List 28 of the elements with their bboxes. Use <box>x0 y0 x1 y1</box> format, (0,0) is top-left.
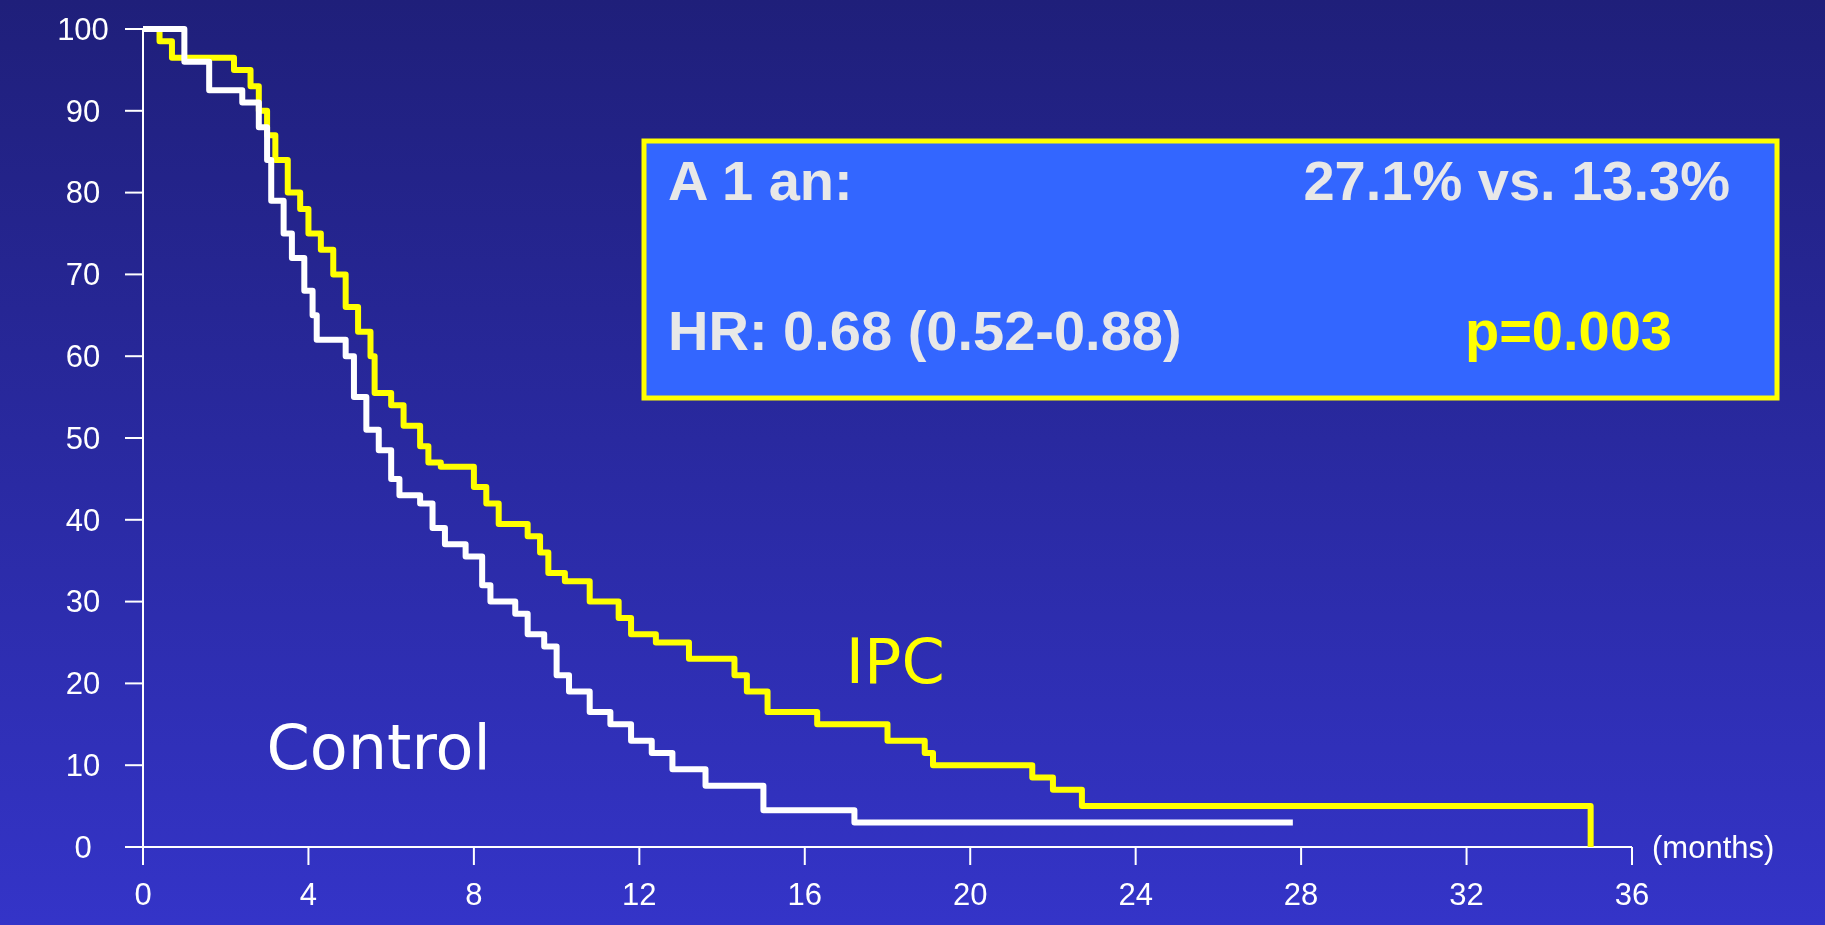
x-tick-label: 8 <box>465 877 483 912</box>
x-tick-label: 16 <box>787 877 823 912</box>
y-tick-label: 80 <box>65 175 101 211</box>
x-tick-label: 4 <box>299 877 318 912</box>
series-label: IPC <box>845 625 945 699</box>
x-tick-label: 12 <box>622 877 657 912</box>
x-tick-label: 0 <box>134 877 152 912</box>
x-tick-label: 20 <box>952 877 988 912</box>
y-tick-label: 0 <box>74 829 92 865</box>
y-tick-label: 60 <box>65 339 101 375</box>
y-tick-label: 30 <box>65 584 101 620</box>
y-tick-label: 90 <box>65 93 101 129</box>
y-tick-label: 70 <box>65 257 101 293</box>
legend-label: Control <box>266 711 491 785</box>
x-axis-title: (months) <box>1652 829 1775 865</box>
annotation: A 1 an: <box>668 149 853 212</box>
x-tick-label: 36 <box>1614 877 1650 912</box>
annotation: 27.1% vs. 13.3% <box>1303 149 1730 212</box>
x-tick-label: 28 <box>1283 877 1319 912</box>
y-tick-label: 50 <box>65 420 101 456</box>
x-tick-label: 32 <box>1449 877 1484 912</box>
y-tick-label: 40 <box>65 502 101 538</box>
annotation: p=0.003 <box>1464 299 1672 362</box>
y-tick-label: 10 <box>65 748 101 784</box>
annotation: HR: 0.68 (0.52-0.88) <box>668 299 1182 362</box>
y-tick-label: 20 <box>65 666 101 702</box>
y-tick-label: 100 <box>57 11 109 47</box>
x-tick-label: 24 <box>1118 877 1153 912</box>
